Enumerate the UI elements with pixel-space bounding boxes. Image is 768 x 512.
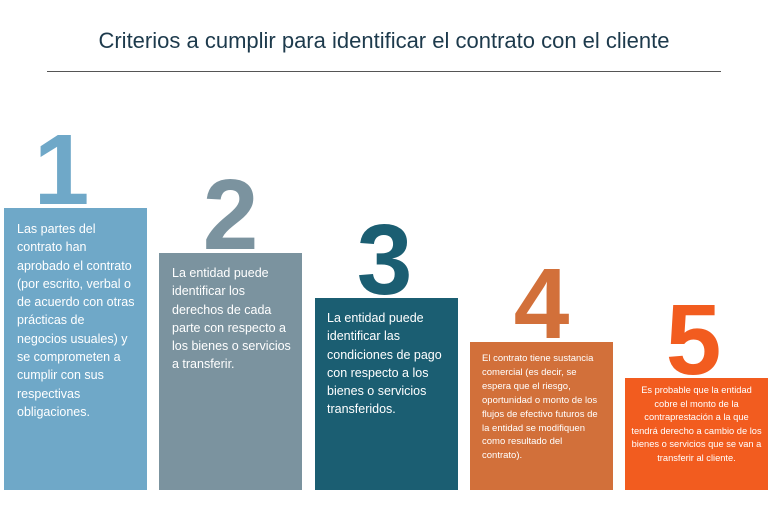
- page-title: Criterios a cumplir para identificar el …: [98, 28, 670, 53]
- step-box: El contrato tiene sustancia comercial (e…: [470, 342, 613, 490]
- step-number: 4: [513, 248, 570, 360]
- step-box: Es probable que la entidad cobre el mont…: [625, 378, 768, 490]
- step-box: Las partes del contrato han aprobado el …: [4, 208, 147, 490]
- title-rule: [47, 71, 721, 72]
- step-number: 3: [356, 204, 413, 316]
- step-box: La entidad puede identificar los derecho…: [159, 253, 302, 490]
- step-number: 5: [665, 284, 722, 396]
- step-number: 1: [33, 114, 90, 226]
- step-box: La entidad puede identificar las condici…: [315, 298, 458, 490]
- step-number: 2: [202, 159, 259, 271]
